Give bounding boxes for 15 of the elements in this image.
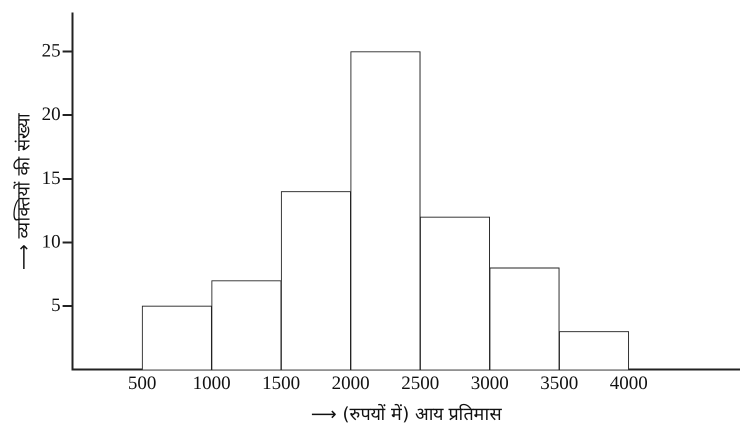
y-tick-label: 25	[42, 40, 61, 62]
y-axis-title: ⟶ व्यक्तियों की संख्या	[12, 113, 34, 270]
x-tick-label: 1500	[262, 372, 300, 394]
x-tick-label: 2500	[401, 372, 440, 394]
y-tick-label: 20	[42, 104, 61, 126]
y-tick-label: 10	[42, 231, 61, 252]
x-axis-title: ⟶ (रुपयों में) आय प्रतिमास	[310, 402, 503, 425]
x-tick-label: 3000	[470, 372, 509, 394]
y-tick-label: 15	[42, 168, 61, 189]
x-tick-label: 3500	[540, 372, 578, 394]
x-tick-label: 1000	[192, 372, 231, 394]
x-tick-label: 2000	[332, 372, 370, 394]
y-tick-label: 5	[51, 294, 61, 316]
x-tick-label: 500	[128, 372, 156, 394]
x-tick-label: 4000	[610, 372, 648, 394]
